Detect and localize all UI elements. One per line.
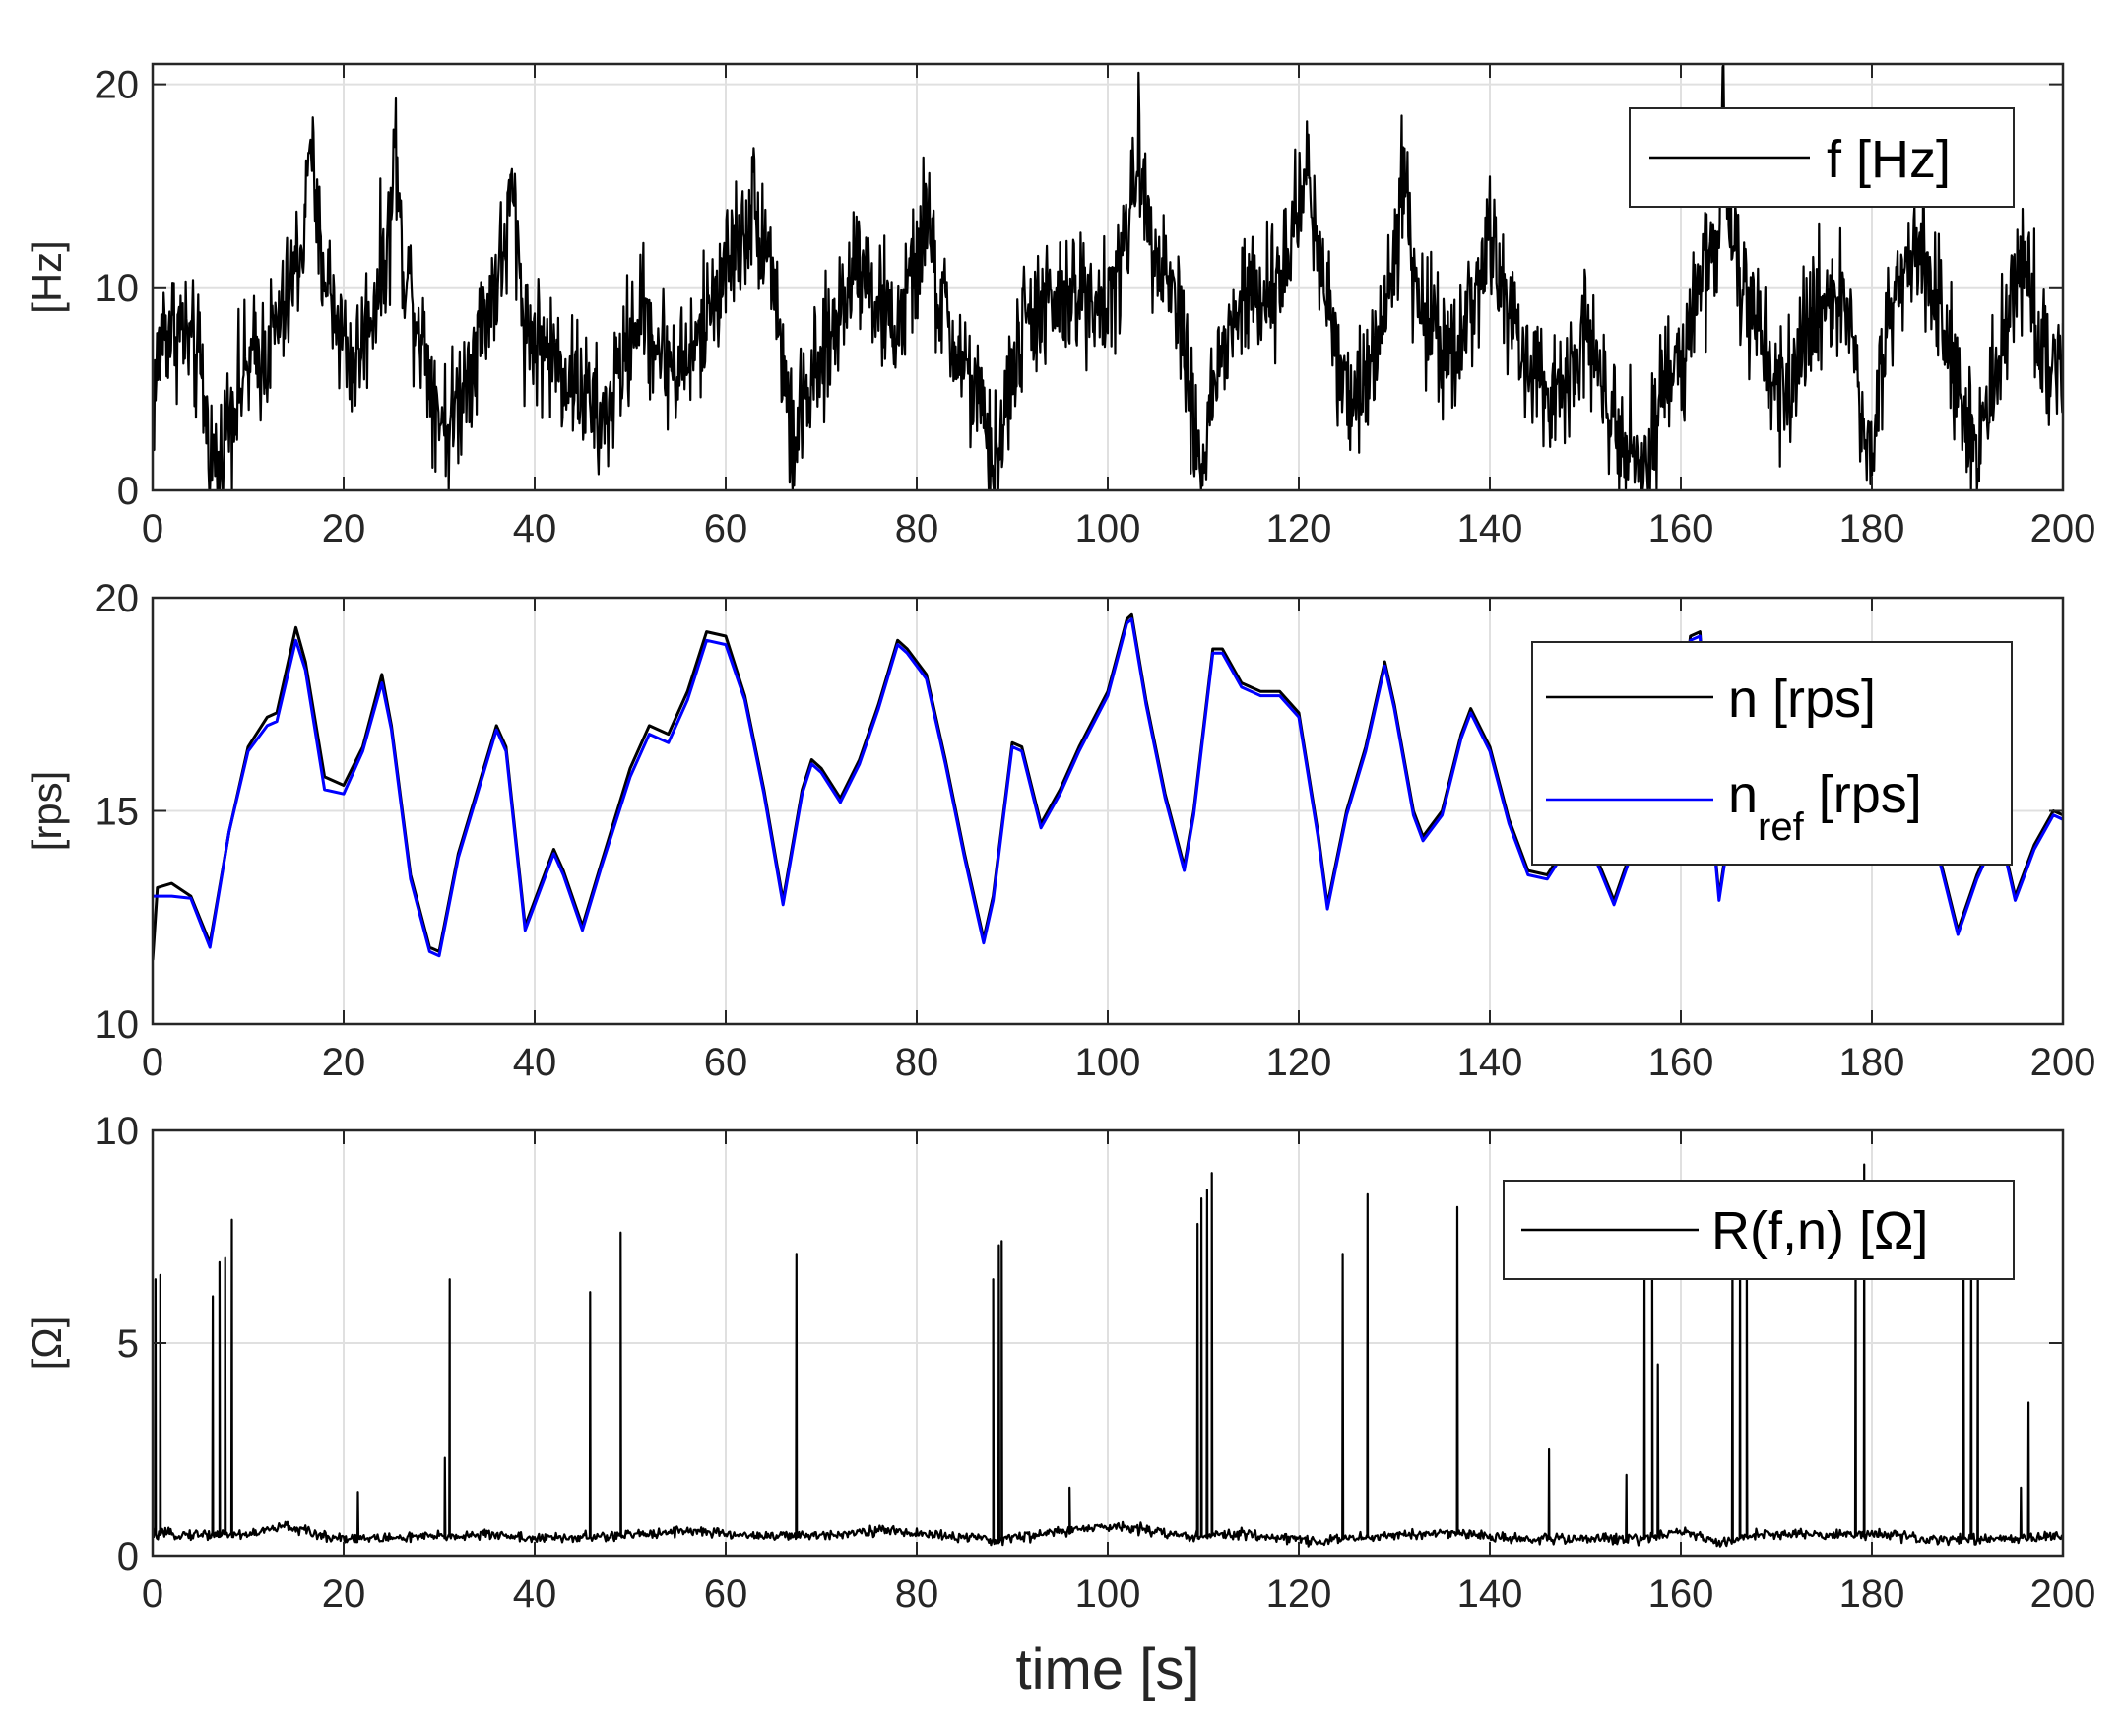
- frequency-ytick-label-10: 10: [96, 267, 140, 310]
- resistance-xtick-label-60: 60: [704, 1573, 748, 1616]
- speed-ytick-label-15: 15: [96, 791, 140, 834]
- resistance-xtick-label-100: 100: [1075, 1573, 1141, 1616]
- resistance-series-group: [153, 1163, 2063, 1548]
- legend-frequency: f [Hz]: [1629, 107, 2015, 208]
- speed-xtick-label-40: 40: [513, 1041, 557, 1084]
- frequency-xtick-label-0: 0: [142, 507, 163, 550]
- frequency-series-group: [153, 64, 2063, 490]
- resistance-xtick-label-40: 40: [513, 1573, 557, 1616]
- resistance-xtick-label-160: 160: [1648, 1573, 1714, 1616]
- legend-label-nref-base: n: [1728, 765, 1758, 824]
- resistance-ylabel: [Ω]: [24, 1317, 70, 1371]
- speed-xtick-label-140: 140: [1457, 1041, 1523, 1084]
- resistance-ytick-label-0: 0: [117, 1535, 139, 1578]
- resistance-panel: 0 20 40 60 80 100 120 140 160 180 200 0 5 10 [Ω] time […: [24, 1110, 2095, 1702]
- speed-xtick-label-80: 80: [895, 1041, 939, 1084]
- frequency-ytick-label-20: 20: [96, 64, 140, 107]
- legend-label-f: f [Hz]: [1827, 130, 1951, 189]
- speed-xtick-label-200: 200: [2030, 1041, 2096, 1084]
- resistance-ytick-label-5: 5: [117, 1322, 139, 1366]
- frequency-ylabel: [Hz]: [24, 240, 70, 314]
- resistance-xtick-label-120: 120: [1266, 1573, 1332, 1616]
- legend-label-r: R(f,n) [Ω]: [1711, 1201, 1928, 1260]
- frequency-xtick-label-120: 120: [1266, 507, 1332, 550]
- speed-xtick-label-60: 60: [704, 1041, 748, 1084]
- frequency-xtick-label-100: 100: [1075, 507, 1141, 550]
- speed-xtick-label-160: 160: [1648, 1041, 1714, 1084]
- legend-label-n: n [rps]: [1728, 670, 1876, 729]
- legend-label-nref-suffix: [rps]: [1804, 765, 1922, 824]
- legend-resistance: R(f,n) [Ω]: [1503, 1180, 2015, 1280]
- time-xlabel: time [s]: [1016, 1638, 1200, 1702]
- speed-ytick-label-10: 10: [96, 1003, 140, 1047]
- speed-ytick-label-20: 20: [96, 577, 140, 620]
- legend-label-nref-subscript: ref: [1758, 805, 1805, 849]
- speed-xtick-label-20: 20: [322, 1041, 366, 1084]
- speed-xtick-label-120: 120: [1266, 1041, 1332, 1084]
- resistance-xtick-label-20: 20: [322, 1573, 366, 1616]
- resistance-xtick-label-140: 140: [1457, 1573, 1523, 1616]
- frequency-ytick-label-0: 0: [117, 470, 139, 513]
- speed-ylabel: [rps]: [24, 771, 70, 852]
- frequency-xtick-label-160: 160: [1648, 507, 1714, 550]
- resistance-ytick-label-10: 10: [96, 1110, 140, 1153]
- speed-xtick-label-100: 100: [1075, 1041, 1141, 1084]
- frequency-xtick-label-140: 140: [1457, 507, 1523, 550]
- frequency-xtick-label-40: 40: [513, 507, 557, 550]
- frequency-series-main-line: [153, 64, 2063, 490]
- frequency-xtick-label-180: 180: [1839, 507, 1905, 550]
- frequency-xtick-label-20: 20: [322, 507, 366, 550]
- frequency-xtick-label-200: 200: [2030, 507, 2096, 550]
- speed-xtick-label-180: 180: [1839, 1041, 1905, 1084]
- resistance-xtick-label-200: 200: [2030, 1573, 2096, 1616]
- resistance-series-main-line: [153, 1163, 2063, 1548]
- frequency-xtick-label-80: 80: [895, 507, 939, 550]
- legend-speed: n [rps] nref [rps]: [1531, 641, 2013, 866]
- speed-panel: 0 20 40 60 80 100 120 140 160 180 200 10 15 20 [rps]: [24, 577, 2095, 1084]
- resistance-xtick-label-180: 180: [1839, 1573, 1905, 1616]
- resistance-xtick-label-0: 0: [142, 1573, 163, 1616]
- resistance-xtick-label-80: 80: [895, 1573, 939, 1616]
- frequency-xtick-label-60: 60: [704, 507, 748, 550]
- legend-label-nref: nref [rps]: [1728, 765, 1922, 849]
- speed-xtick-label-0: 0: [142, 1041, 163, 1084]
